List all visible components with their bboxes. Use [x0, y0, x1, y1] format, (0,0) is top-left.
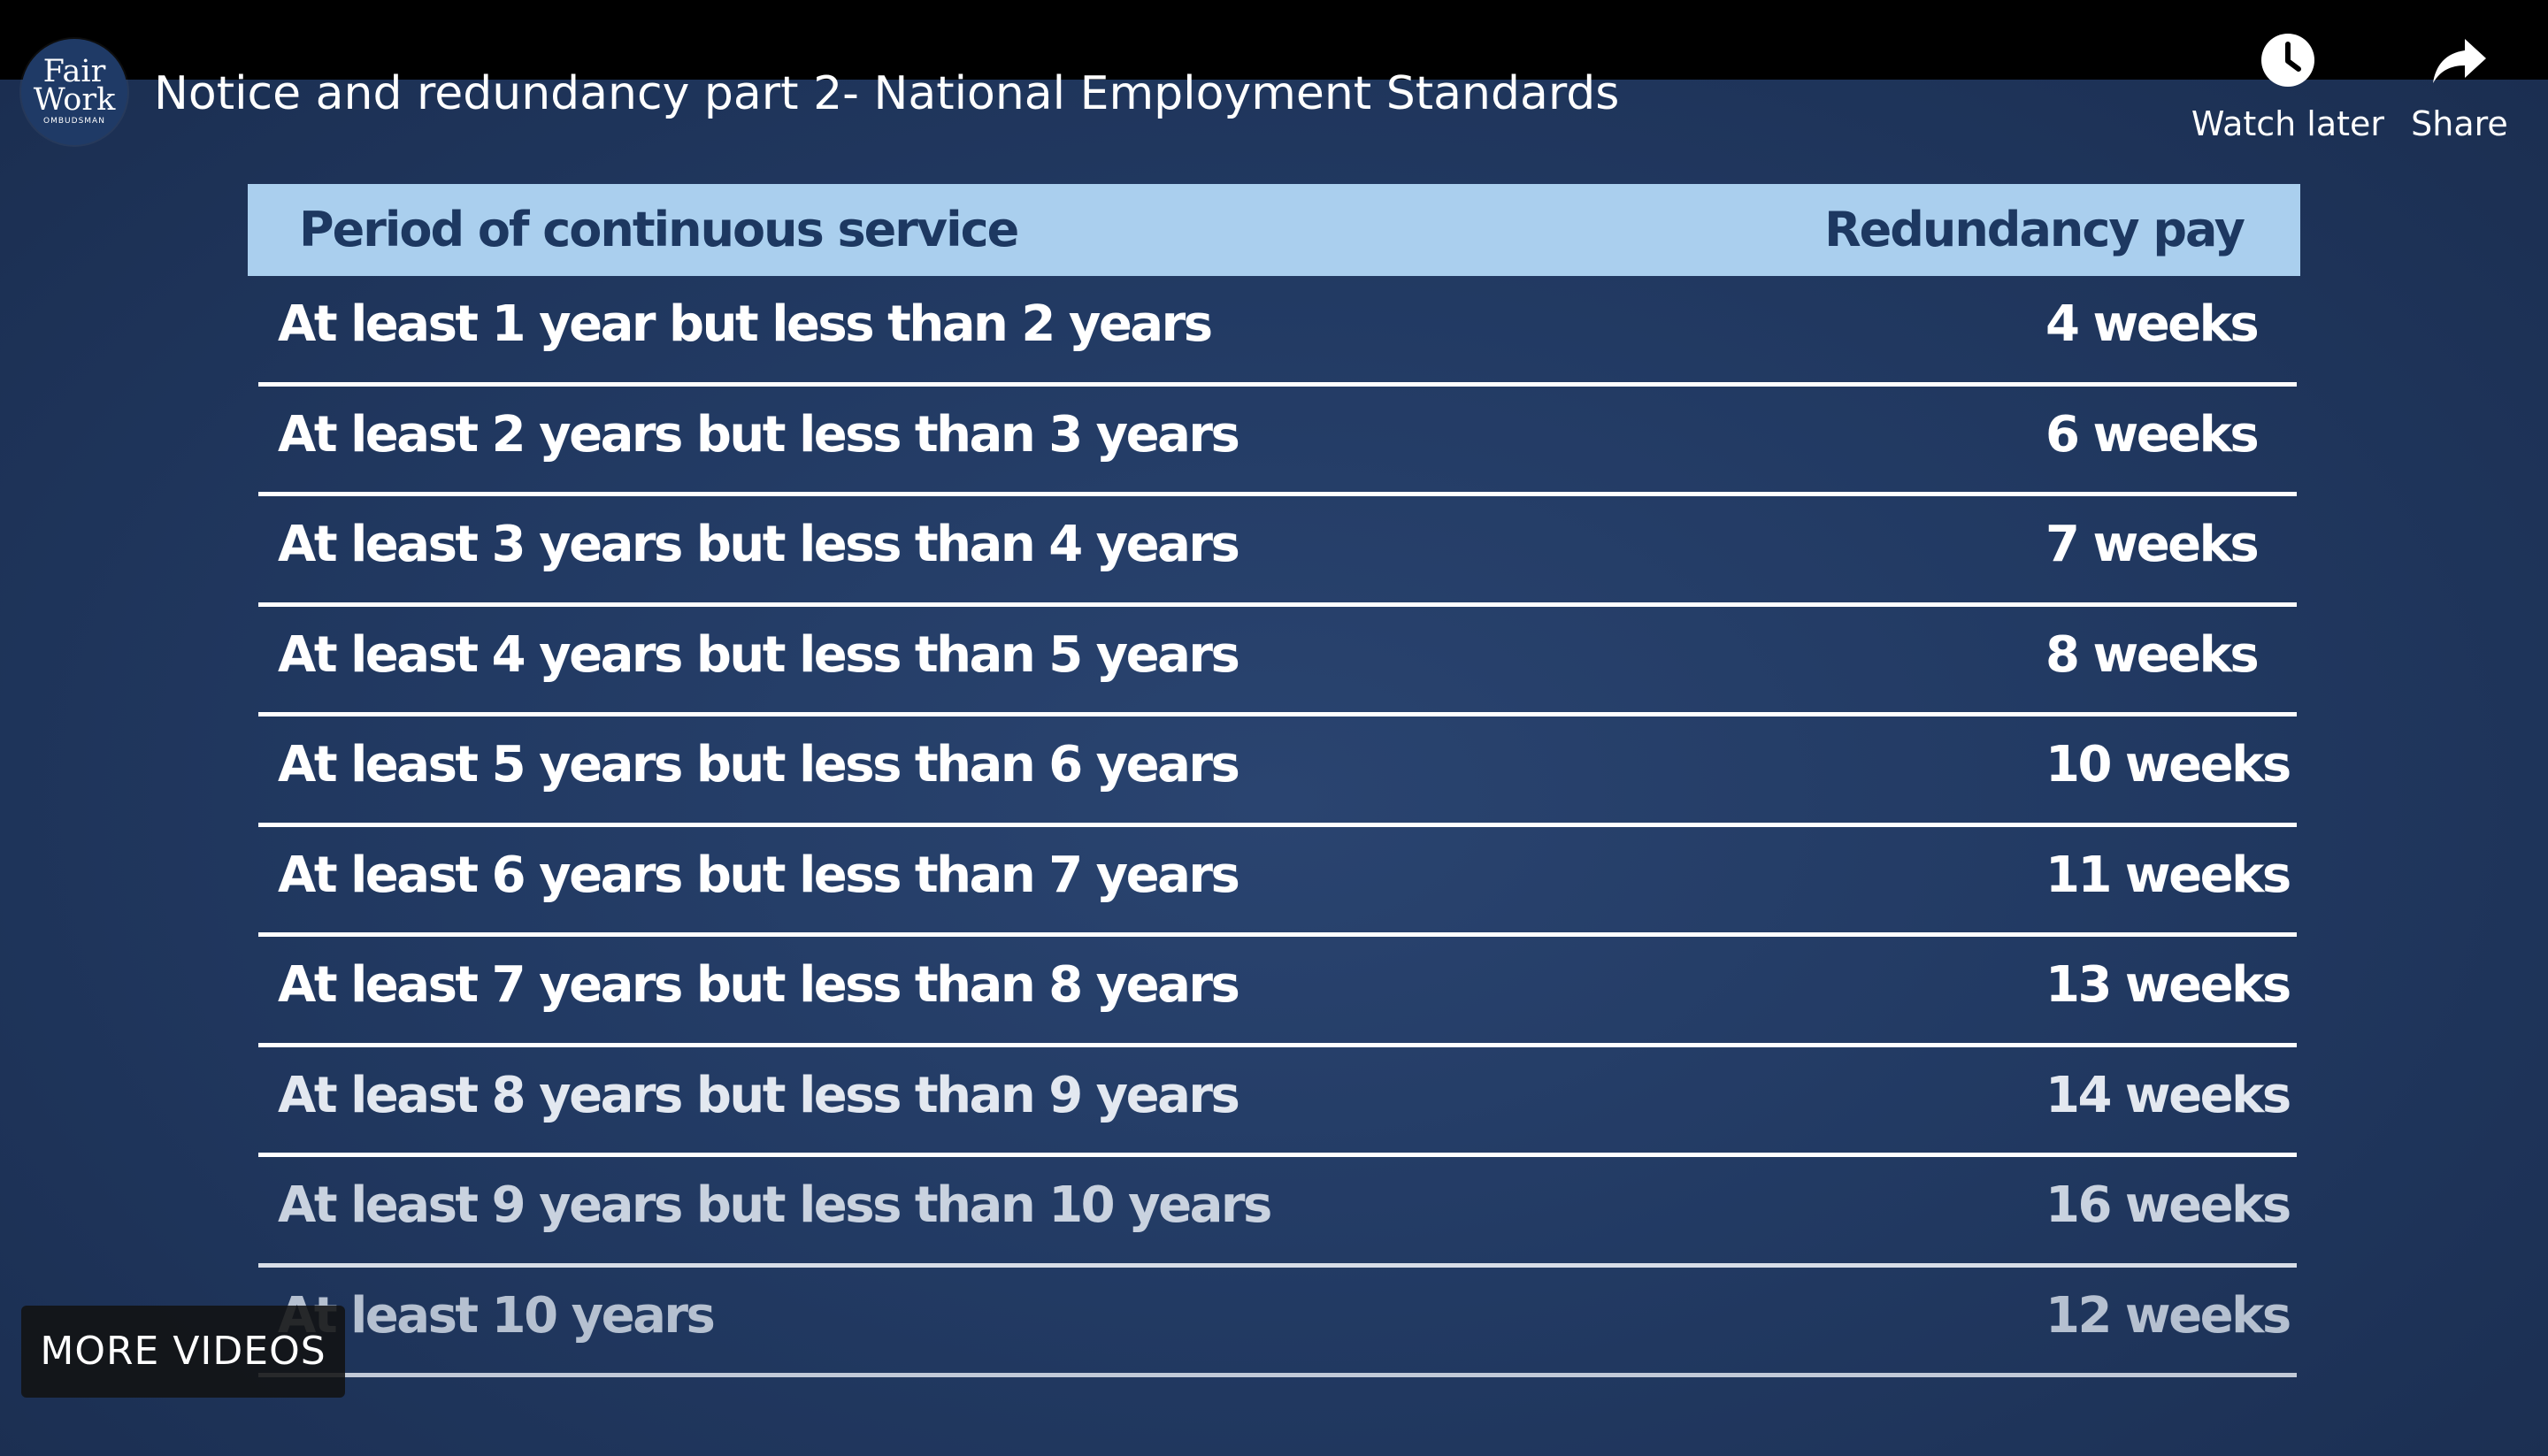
table-row: At least 6 years but less than 7 years 1… — [258, 827, 2297, 937]
row-pay: 14 weeks — [2045, 1066, 2291, 1124]
row-period: At least 7 years but less than 8 years — [278, 956, 1240, 1014]
row-pay: 13 weeks — [2045, 956, 2291, 1014]
header-redundancy-pay: Redundancy pay — [1824, 202, 2245, 257]
channel-logo[interactable]: Fair Work OMBUDSMAN — [21, 39, 127, 145]
share-label: Share — [2411, 104, 2508, 143]
table-row: At least 2 years but less than 3 years 6… — [258, 387, 2297, 496]
share-arrow-icon — [2433, 39, 2486, 83]
table-row: At least 3 years but less than 4 years 7… — [258, 496, 2297, 607]
share-button[interactable]: Share — [2362, 32, 2548, 143]
watch-later-button[interactable]: Watch later — [2191, 32, 2385, 143]
row-period: At least 6 years but less than 7 years — [278, 846, 1240, 904]
row-period: At least 10 years — [278, 1286, 716, 1345]
row-pay: 7 weeks — [2045, 516, 2260, 573]
table-row: At least 1 year but less than 2 years 4 … — [258, 276, 2297, 387]
row-pay: 12 weeks — [2045, 1286, 2291, 1345]
row-period: At least 9 years but less than 10 years — [278, 1176, 1272, 1234]
redundancy-table-body: At least 1 year but less than 2 years 4 … — [258, 276, 2297, 1377]
table-row: At least 5 years but less than 6 years 1… — [258, 717, 2297, 827]
row-period: At least 2 years but less than 3 years — [278, 405, 1240, 464]
row-pay: 6 weeks — [2045, 405, 2260, 464]
row-pay: 8 weeks — [2045, 625, 2260, 684]
row-pay: 10 weeks — [2045, 736, 2291, 793]
row-pay: 16 weeks — [2045, 1176, 2291, 1234]
row-period: At least 5 years but less than 6 years — [278, 736, 1240, 793]
row-period: At least 4 years but less than 5 years — [278, 625, 1240, 684]
watch-later-label: Watch later — [2191, 104, 2385, 143]
more-videos-button[interactable]: MORE VIDEOS — [21, 1306, 345, 1398]
top-bar — [0, 0, 2548, 80]
clock-icon — [2261, 34, 2314, 87]
table-row: At least 4 years but less than 5 years 8… — [258, 607, 2297, 717]
row-period: At least 3 years but less than 4 years — [278, 516, 1240, 573]
row-period: At least 8 years but less than 9 years — [278, 1066, 1240, 1124]
table-header: Period of continuous service Redundancy … — [248, 184, 2300, 276]
row-pay: 4 weeks — [2045, 295, 2260, 353]
row-pay: 11 weeks — [2045, 846, 2291, 904]
logo-text-work: Work — [33, 82, 116, 118]
table-row: At least 9 years but less than 10 years … — [258, 1157, 2297, 1268]
table-row: At least 8 years but less than 9 years 1… — [258, 1047, 2297, 1157]
table-row: At least 7 years but less than 8 years 1… — [258, 937, 2297, 1047]
header-period-of-service: Period of continuous service — [299, 202, 1019, 257]
row-period: At least 1 year but less than 2 years — [278, 295, 1213, 353]
logo-text-fair: Fair — [42, 54, 106, 89]
video-title[interactable]: Notice and redundancy part 2- National E… — [154, 67, 1620, 120]
logo-text-ombudsman: OMBUDSMAN — [43, 117, 105, 126]
table-row: At least 10 years 12 weeks — [258, 1268, 2297, 1377]
